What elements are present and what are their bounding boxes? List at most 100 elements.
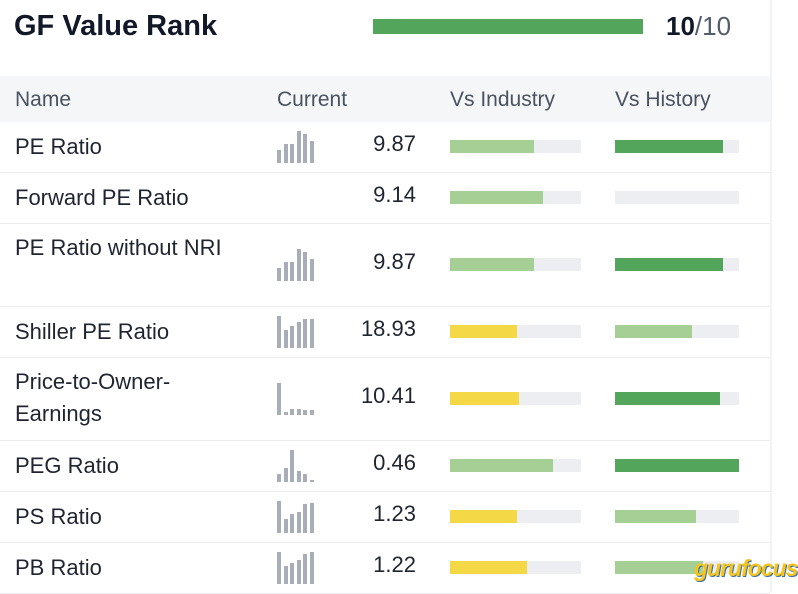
metric-name[interactable]: PE Ratio without NRI	[15, 235, 222, 260]
sparkline-bar	[283, 144, 288, 163]
sparkline-bar	[296, 512, 301, 533]
table-row[interactable]: PS Ratio 1.23	[0, 492, 770, 543]
vs-industry-bar-fill	[450, 258, 534, 271]
metric-name[interactable]: Forward PE Ratio	[15, 185, 189, 210]
vs-industry-bar[interactable]	[450, 258, 581, 271]
vs-history-bar[interactable]	[615, 459, 739, 472]
vs-history-bar-fill	[615, 325, 692, 338]
vs-industry-bar[interactable]	[450, 459, 581, 472]
sparkline-bar	[303, 474, 307, 482]
vs-history-bar-fill	[615, 459, 739, 472]
vs-history-bar-fill	[615, 258, 723, 271]
sparkline-bar	[290, 450, 294, 482]
vs-industry-bar-fill	[450, 140, 534, 153]
sparkline-bar	[290, 326, 294, 348]
vs-industry-bar-fill	[450, 325, 517, 338]
metric-name[interactable]: PB Ratio	[15, 555, 102, 580]
gf-value-rank-header: GF Value Rank 10/10	[14, 6, 754, 50]
current-value: 1.22	[373, 552, 416, 577]
rank-total: /10	[694, 11, 732, 41]
vs-industry-bar[interactable]	[450, 325, 581, 338]
sparkline-chart[interactable]	[277, 131, 317, 163]
vs-industry-bar-fill	[450, 459, 554, 472]
sparkline-bar	[296, 560, 301, 584]
metric-name[interactable]: PEG Ratio	[15, 453, 119, 478]
vs-history-bar-fill	[615, 392, 721, 405]
vs-industry-bar[interactable]	[450, 191, 581, 204]
sparkline-bar	[309, 141, 314, 163]
sparkline-chart[interactable]	[277, 552, 317, 584]
sparkline-bar	[309, 410, 314, 415]
table-row[interactable]: PE Ratio 9.87	[0, 122, 770, 173]
sparkline-bar	[296, 322, 301, 348]
vs-history-bar[interactable]	[615, 258, 739, 271]
sparkline-bar	[283, 468, 288, 482]
sparkline-chart[interactable]	[277, 450, 317, 482]
metric-name[interactable]: PE Ratio	[15, 134, 102, 159]
sparkline-bar	[283, 330, 288, 348]
sparkline-bar	[309, 480, 314, 482]
sparkline-bar	[296, 131, 301, 163]
sparkline-bar	[309, 259, 314, 281]
sparkline-bar	[277, 501, 281, 533]
table-row[interactable]: PB Ratio 1.22	[0, 543, 770, 594]
current-value: 9.87	[373, 249, 416, 274]
sparkline-bar	[296, 471, 301, 482]
vs-industry-bar-fill	[450, 191, 543, 204]
metric-name[interactable]: PS Ratio	[15, 504, 102, 529]
current-value: 0.46	[373, 450, 416, 475]
vs-history-bar[interactable]	[615, 325, 739, 338]
rank-progress-bar	[373, 19, 643, 34]
sparkline-bar	[303, 252, 307, 281]
vs-industry-bar-fill	[450, 392, 520, 405]
vs-industry-bar[interactable]	[450, 392, 581, 405]
current-value: 18.93	[360, 316, 416, 341]
page-title: GF Value Rank	[14, 10, 218, 42]
sparkline-bar	[290, 144, 294, 163]
table-row[interactable]: PEG Ratio 0.46	[0, 441, 770, 492]
table-row[interactable]: Price-to-Owner-Earnings 10.41	[0, 358, 770, 441]
current-value: 10.41	[360, 383, 416, 408]
column-header-name[interactable]: Name	[15, 88, 72, 111]
table-row[interactable]: PE Ratio without NRI 9.87	[0, 224, 770, 307]
sparkline-bar	[303, 410, 307, 415]
rank-progress-fill	[373, 19, 643, 34]
vs-industry-bar-fill	[450, 510, 517, 523]
gurufocus-logo: gurufocus	[694, 555, 798, 581]
vs-history-bar[interactable]	[615, 392, 739, 405]
vs-history-bar[interactable]	[615, 191, 739, 204]
table-row[interactable]: Shiller PE Ratio 18.93	[0, 307, 770, 358]
sparkline-bar	[303, 504, 307, 533]
vs-history-bar-fill	[615, 140, 723, 153]
table-body: PE Ratio 9.87 Forward PE Ratio 9.14 PE Ratio…	[0, 122, 770, 594]
sparkline-bar	[309, 503, 314, 533]
metric-name[interactable]: Shiller PE Ratio	[15, 319, 170, 344]
column-header-vs-industry[interactable]: Vs Industry	[450, 88, 556, 111]
column-header-vs-history[interactable]: Vs History	[615, 88, 711, 111]
sparkline-chart[interactable]	[277, 501, 317, 533]
sparkline-chart[interactable]	[277, 383, 317, 415]
metric-name[interactable]: Price-to-Owner-Earnings	[15, 369, 171, 426]
sparkline-bar	[277, 316, 281, 348]
vs-industry-bar[interactable]	[450, 510, 581, 523]
vs-history-bar-fill	[615, 561, 704, 574]
sparkline-chart[interactable]	[277, 316, 317, 348]
vs-industry-bar-fill	[450, 561, 528, 574]
sparkline-bar	[283, 519, 288, 533]
vs-history-bar[interactable]	[615, 510, 739, 523]
table-row[interactable]: Forward PE Ratio 9.14	[0, 173, 770, 224]
sparkline-bar	[290, 262, 294, 281]
sparkline-chart[interactable]	[277, 249, 317, 281]
sparkline-bar	[290, 409, 294, 415]
current-value: 9.14	[373, 182, 416, 207]
table-header: Name Current Vs Industry Vs History	[0, 76, 770, 122]
current-value: 1.23	[373, 501, 416, 526]
vs-industry-bar[interactable]	[450, 140, 581, 153]
rank-score: 10/10	[666, 11, 731, 42]
vs-history-bar[interactable]	[615, 140, 739, 153]
sparkline-bar	[277, 474, 281, 482]
vs-industry-bar[interactable]	[450, 561, 581, 574]
vs-history-bar[interactable]	[615, 561, 739, 574]
column-header-current[interactable]: Current	[277, 88, 348, 111]
sparkline-bar	[303, 554, 307, 584]
